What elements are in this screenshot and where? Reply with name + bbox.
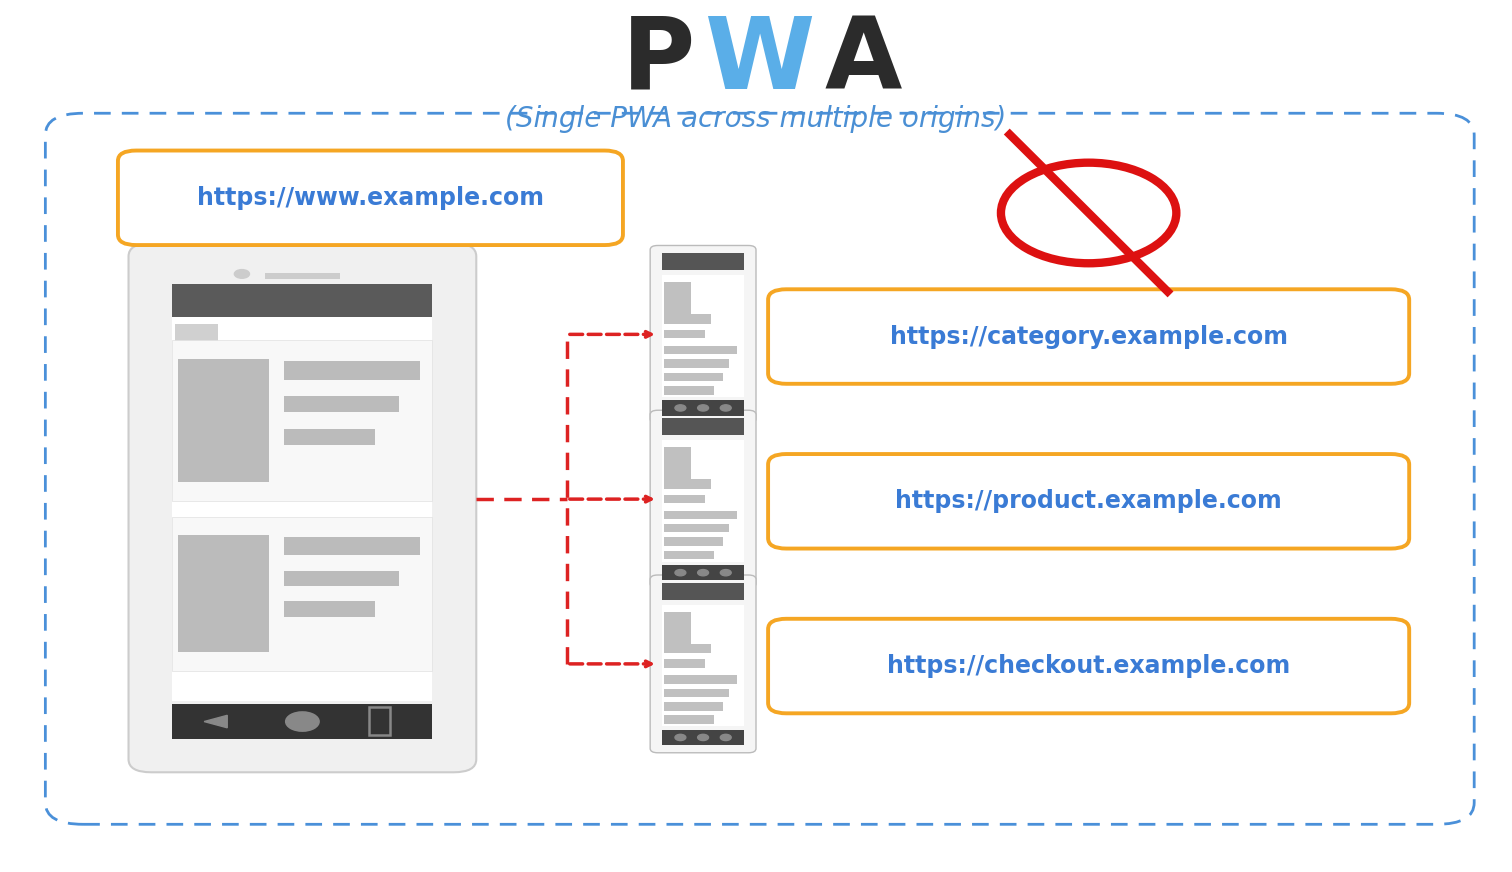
- Bar: [662, 604, 744, 726]
- Bar: [662, 276, 744, 397]
- Bar: [172, 704, 432, 739]
- Text: https://category.example.com: https://category.example.com: [889, 324, 1288, 349]
- Bar: [664, 372, 723, 381]
- Text: W: W: [705, 13, 813, 110]
- Bar: [284, 361, 420, 380]
- Bar: [664, 524, 729, 533]
- Bar: [664, 346, 736, 354]
- Bar: [662, 730, 744, 745]
- Circle shape: [720, 405, 732, 411]
- Bar: [664, 675, 736, 684]
- FancyBboxPatch shape: [650, 575, 756, 753]
- Bar: [284, 602, 375, 617]
- Circle shape: [720, 734, 732, 740]
- Bar: [172, 340, 432, 501]
- Bar: [664, 551, 714, 559]
- Bar: [664, 689, 729, 698]
- Circle shape: [286, 712, 319, 731]
- Bar: [664, 612, 691, 651]
- Circle shape: [1001, 163, 1176, 263]
- Circle shape: [674, 734, 686, 740]
- Bar: [664, 644, 711, 653]
- Bar: [664, 494, 705, 503]
- Circle shape: [697, 734, 709, 740]
- Bar: [178, 359, 269, 482]
- FancyBboxPatch shape: [768, 290, 1409, 384]
- Text: https://product.example.com: https://product.example.com: [895, 489, 1282, 514]
- Bar: [369, 707, 390, 735]
- Polygon shape: [204, 715, 227, 728]
- FancyBboxPatch shape: [45, 113, 1474, 824]
- Bar: [662, 582, 744, 600]
- Bar: [664, 479, 711, 488]
- Bar: [664, 330, 705, 338]
- Bar: [175, 324, 218, 351]
- Bar: [662, 400, 744, 416]
- Bar: [664, 359, 729, 368]
- Bar: [664, 314, 711, 324]
- Bar: [284, 570, 399, 586]
- Bar: [172, 284, 432, 322]
- Text: P: P: [623, 13, 696, 110]
- Circle shape: [674, 405, 686, 411]
- Text: A: A: [824, 13, 901, 110]
- Bar: [662, 418, 744, 435]
- Circle shape: [697, 405, 709, 411]
- Bar: [664, 447, 691, 487]
- Bar: [664, 537, 723, 546]
- Bar: [662, 565, 744, 580]
- FancyBboxPatch shape: [650, 410, 756, 588]
- Text: https://checkout.example.com: https://checkout.example.com: [888, 654, 1290, 678]
- Circle shape: [697, 569, 709, 576]
- Bar: [662, 440, 744, 562]
- Bar: [664, 511, 736, 519]
- Bar: [284, 397, 399, 412]
- Bar: [178, 535, 269, 652]
- Bar: [284, 537, 420, 555]
- Bar: [664, 283, 691, 322]
- FancyBboxPatch shape: [129, 243, 476, 773]
- Text: (Single PWA across multiple origins): (Single PWA across multiple origins): [505, 106, 1007, 133]
- FancyBboxPatch shape: [768, 454, 1409, 548]
- Bar: [172, 317, 432, 701]
- Bar: [284, 429, 375, 445]
- Circle shape: [234, 269, 249, 278]
- Bar: [664, 659, 705, 668]
- Bar: [664, 386, 714, 394]
- FancyBboxPatch shape: [650, 246, 756, 423]
- Bar: [265, 273, 340, 279]
- Circle shape: [720, 569, 732, 576]
- Bar: [172, 517, 432, 671]
- Circle shape: [674, 569, 686, 576]
- Text: https://www.example.com: https://www.example.com: [197, 186, 544, 210]
- Bar: [662, 253, 744, 270]
- FancyBboxPatch shape: [768, 619, 1409, 713]
- Bar: [664, 716, 714, 724]
- Bar: [664, 702, 723, 711]
- FancyBboxPatch shape: [118, 151, 623, 245]
